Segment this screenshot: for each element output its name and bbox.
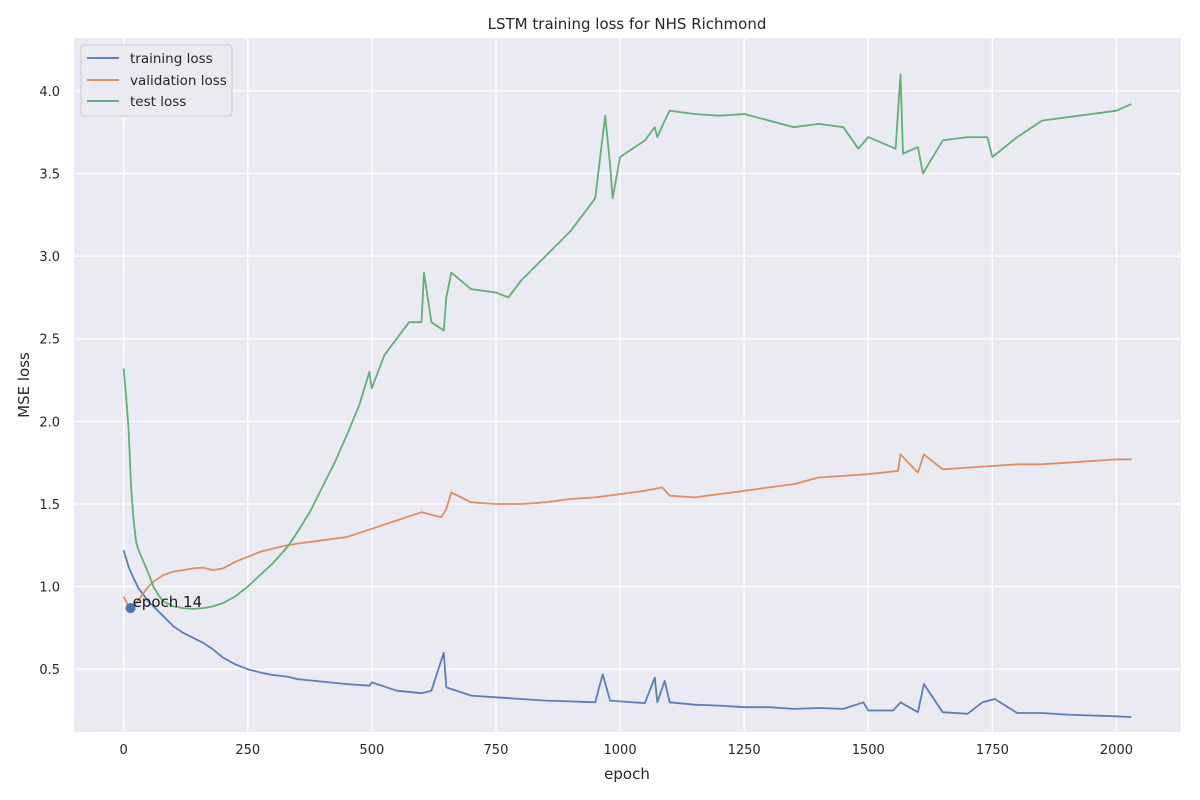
y-tick-label: 3.5	[39, 167, 60, 182]
grid-lines	[74, 38, 1181, 732]
y-tick-labels: 0.5 1.0 1.5 2.0 2.5 3.0 3.5 4.0	[39, 85, 60, 678]
y-tick-label: 3.0	[39, 250, 60, 265]
x-tick-label: 500	[359, 743, 384, 758]
x-tick-label: 1500	[852, 743, 885, 758]
y-tick-label: 1.5	[39, 498, 60, 513]
x-axis-label: epoch	[604, 765, 650, 783]
annotation-marker	[125, 603, 136, 614]
y-tick-label: 4.0	[39, 85, 60, 100]
test-loss-line	[122, 73, 1132, 610]
annotation-label: epoch 14	[133, 593, 203, 611]
y-tick-label: 2.5	[39, 333, 60, 348]
y-tick-label: 1.0	[39, 581, 60, 596]
x-tick-labels: 0 250 500 750 1000 1250 1500 1750 2000	[120, 743, 1134, 758]
x-tick-label: 250	[235, 743, 260, 758]
x-tick-label: 1000	[604, 743, 637, 758]
validation-loss-line	[122, 453, 1132, 608]
legend-label-test: test loss	[130, 94, 186, 110]
training-loss-line	[122, 549, 1132, 718]
x-tick-label: 1750	[976, 743, 1009, 758]
chart-title: LSTM training loss for NHS Richmond	[488, 15, 767, 33]
legend: training loss validation loss test loss	[80, 44, 233, 117]
y-axis-label: MSE loss	[15, 352, 33, 418]
plot-area	[74, 38, 1181, 732]
legend-box	[80, 44, 233, 117]
x-tick-label: 750	[484, 743, 509, 758]
legend-label-training: training loss	[130, 51, 213, 67]
annotation-layer: epoch 14	[125, 593, 203, 614]
series-layer	[122, 73, 1132, 718]
x-tick-label: 0	[120, 743, 128, 758]
x-tick-label: 1250	[728, 743, 761, 758]
x-tick-label: 2000	[1100, 743, 1133, 758]
y-tick-label: 0.5	[39, 663, 60, 678]
y-tick-label: 2.0	[39, 415, 60, 430]
legend-label-validation: validation loss	[130, 73, 227, 89]
